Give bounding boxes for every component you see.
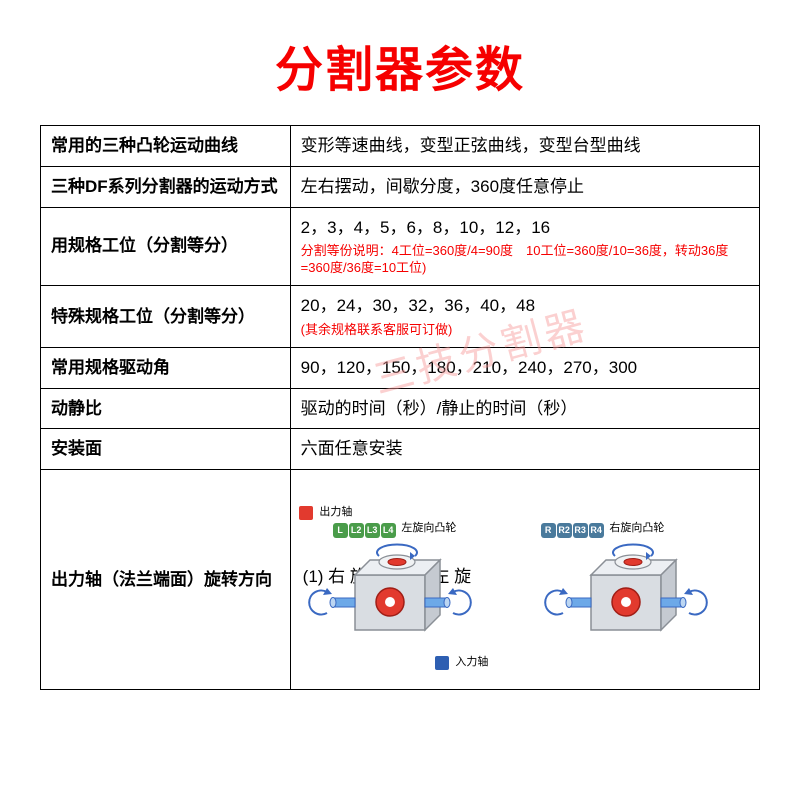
left-rotation-diagram: 出力轴 LL2L3L4 左旋向凸轮	[295, 500, 525, 675]
page-title: 分割器参数	[0, 0, 800, 125]
input-shaft-icon	[435, 656, 449, 670]
param-label: 特殊规格工位（分割等分）	[41, 286, 291, 348]
param-value: 20，24，30，32，36，40，48(其余规格联系客服可订做)	[290, 286, 759, 348]
rotation-diagram-cell: (1) 右 旋(2) 左 旋 出力轴 LL2L3L4 左旋向凸轮	[290, 470, 759, 690]
param-label: 安装面	[41, 429, 291, 470]
input-shaft-label: 入力轴	[455, 656, 488, 668]
param-value: 六面任意安装	[290, 429, 759, 470]
param-label: 用规格工位（分割等分）	[41, 207, 291, 286]
param-value: 2，3，4，5，6，8，10，12，16分割等份说明：4工位=360度/4=90…	[290, 207, 759, 286]
output-shaft-icon	[299, 506, 313, 520]
param-value: 变形等速曲线，变型正弦曲线，变型台型曲线	[290, 126, 759, 167]
param-label: 出力轴（法兰端面）旋转方向	[41, 470, 291, 690]
param-label: 常用的三种凸轮运动曲线	[41, 126, 291, 167]
param-note: 分割等份说明：4工位=360度/4=90度 10工位=360度/10=36度，转…	[301, 243, 749, 277]
param-value: 90，120，150，180，210，240，270，300	[290, 347, 759, 388]
param-label: 动静比	[41, 388, 291, 429]
param-value: 左右摆动，间歇分度，360度任意停止	[290, 166, 759, 207]
param-label: 常用规格驱动角	[41, 347, 291, 388]
params-table: 常用的三种凸轮运动曲线变形等速曲线，变型正弦曲线，变型台型曲线三种DF系列分割器…	[40, 125, 760, 690]
param-note: (其余规格联系客服可订做)	[301, 322, 749, 339]
param-value: 驱动的时间（秒）/静止的时间（秒）	[290, 388, 759, 429]
param-label: 三种DF系列分割器的运动方式	[41, 166, 291, 207]
right-rotation-diagram: RR2R3R4 右旋向凸轮	[531, 500, 761, 675]
